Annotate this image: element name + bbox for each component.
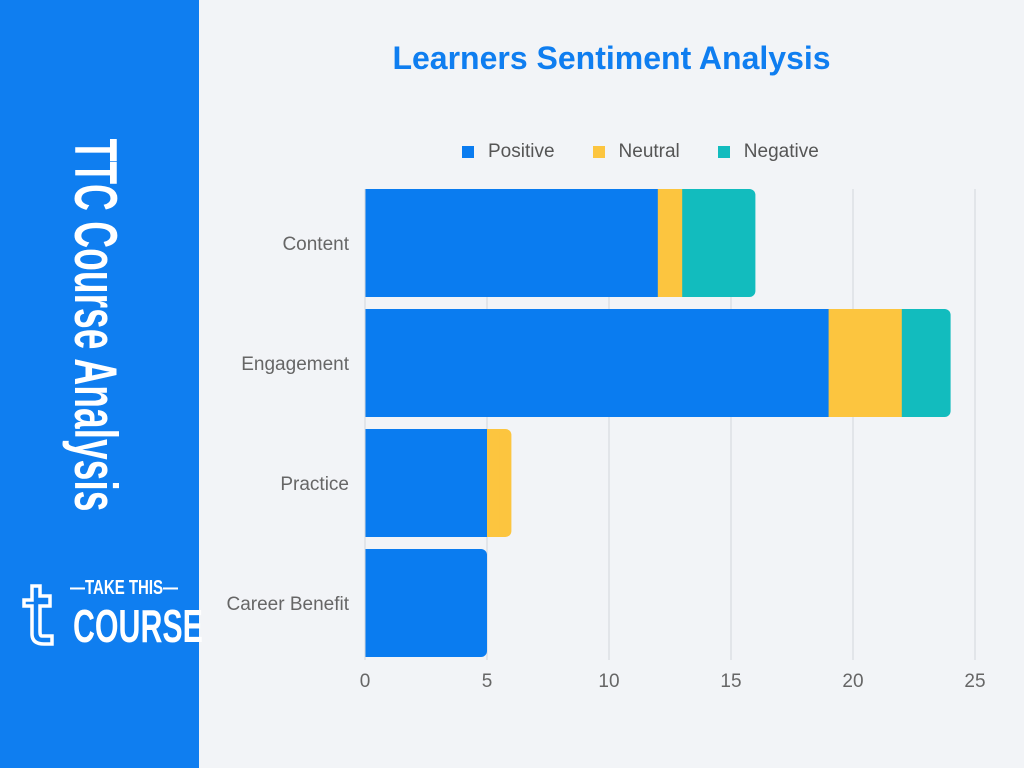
- x-tick-label: 20: [842, 671, 863, 692]
- legend-positive: Positive: [462, 141, 555, 163]
- bar-negative: [682, 189, 750, 297]
- logo-line1: —TAKE THIS—: [70, 577, 179, 599]
- bar-positive: [365, 309, 830, 417]
- legend-swatch: [717, 146, 730, 158]
- bar-end-cap: [499, 429, 512, 537]
- x-tick-label: 25: [964, 671, 985, 692]
- bar-end-cap: [475, 549, 487, 657]
- bar-neutral: [657, 189, 683, 297]
- y-category-label: Practice: [280, 474, 349, 495]
- legend: Positive Neutral Negative: [462, 141, 819, 163]
- take-this-course-logo: —TAKE THIS— COURSE: [18, 577, 203, 652]
- legend-negative: Negative: [717, 141, 819, 163]
- logo-t-icon: [22, 584, 54, 646]
- x-tick-label: 10: [598, 671, 619, 692]
- y-category-label: Content: [282, 234, 349, 255]
- bar-positive: [365, 189, 659, 297]
- legend-swatch: [592, 146, 605, 158]
- bar-positive: [365, 429, 488, 537]
- legend-label: Neutral: [618, 141, 680, 162]
- bar-end-cap: [743, 189, 756, 297]
- bar-neutral: [828, 309, 903, 417]
- legend-swatch: [462, 146, 474, 158]
- logo-line2: COURSE: [73, 600, 203, 652]
- x-tick-label: 5: [482, 671, 493, 692]
- x-tick-label: 0: [360, 671, 371, 692]
- legend-label: Positive: [488, 141, 555, 162]
- y-category-label: Engagement: [241, 354, 349, 375]
- sidebar: TTC Course Analysis —TAKE THIS— COURSE: [0, 0, 203, 768]
- y-category-label: Career Benefit: [226, 594, 349, 615]
- legend-label: Negative: [743, 141, 819, 162]
- bar-positive: [365, 549, 481, 657]
- legend-neutral: Neutral: [592, 141, 680, 163]
- x-tick-label: 15: [720, 671, 741, 692]
- bar-negative: [901, 309, 945, 417]
- chart-title: Learners Sentiment Analysis: [392, 40, 831, 76]
- bar-end-cap: [938, 309, 951, 417]
